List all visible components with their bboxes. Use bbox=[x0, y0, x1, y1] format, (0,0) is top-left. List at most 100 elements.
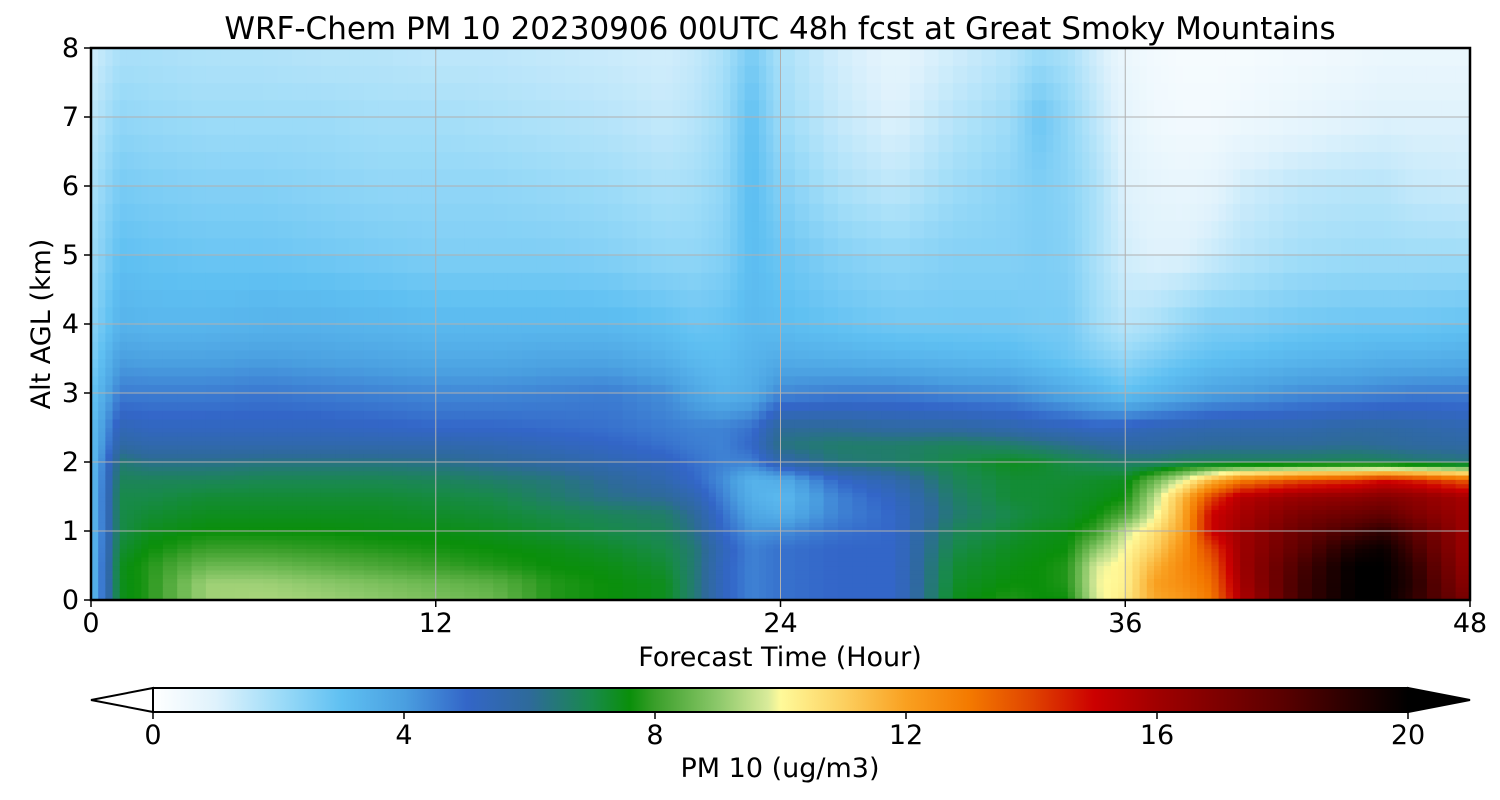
heatmap-cell bbox=[105, 492, 114, 498]
heatmap-cell bbox=[1326, 466, 1342, 472]
heatmap-cell bbox=[191, 591, 207, 597]
heatmap-cell bbox=[1074, 492, 1083, 498]
heatmap-cell bbox=[895, 444, 911, 450]
heatmap-cell bbox=[320, 552, 336, 558]
heatmap-cell bbox=[91, 462, 99, 467]
heatmap-cell bbox=[837, 453, 853, 459]
heatmap-cell bbox=[1053, 591, 1062, 597]
heatmap-cell bbox=[1060, 518, 1069, 523]
heatmap-cell bbox=[126, 505, 135, 511]
heatmap-cell bbox=[995, 535, 1011, 541]
heatmap-cell bbox=[723, 582, 731, 588]
heatmap-cell bbox=[1426, 457, 1442, 463]
heatmap-cell bbox=[177, 449, 193, 454]
heatmap-cell bbox=[1125, 462, 1134, 467]
heatmap-cell bbox=[1398, 513, 1406, 519]
heatmap-cell bbox=[119, 436, 128, 442]
heatmap-cell bbox=[105, 587, 114, 592]
heatmap-cell bbox=[521, 444, 537, 450]
heatmap-cell bbox=[1053, 453, 1062, 459]
heatmap-cell bbox=[780, 500, 796, 506]
heatmap-cell bbox=[909, 582, 925, 588]
heatmap-cell bbox=[909, 513, 925, 519]
heatmap-cell bbox=[134, 587, 142, 592]
heatmap-cell bbox=[1132, 509, 1141, 515]
heatmap-cell bbox=[794, 552, 810, 558]
heatmap-cell bbox=[148, 535, 164, 541]
heatmap-cell bbox=[809, 518, 825, 523]
heatmap-cell bbox=[679, 492, 688, 498]
heatmap-cell bbox=[1161, 444, 1169, 450]
heatmap-cell bbox=[715, 474, 724, 480]
heatmap-cell bbox=[1067, 487, 1076, 493]
heatmap-cell bbox=[1132, 526, 1141, 532]
heatmap-cell bbox=[249, 548, 264, 554]
heatmap-cell bbox=[550, 591, 566, 597]
heatmap-cell bbox=[1211, 582, 1220, 588]
heatmap-cell bbox=[162, 574, 178, 580]
heatmap-cell bbox=[1441, 483, 1457, 489]
heatmap-cell bbox=[679, 457, 688, 463]
heatmap-cell bbox=[105, 513, 114, 519]
heatmap-cell bbox=[1412, 526, 1428, 532]
heatmap-cell bbox=[435, 582, 451, 588]
heatmap-cell bbox=[1254, 543, 1270, 549]
heatmap-cell bbox=[1046, 548, 1055, 554]
heatmap-cell bbox=[1118, 539, 1126, 545]
heatmap-cell bbox=[995, 574, 1011, 580]
heatmap-cell bbox=[148, 509, 164, 515]
heatmap-cell bbox=[1405, 518, 1414, 523]
heatmap-cell bbox=[1232, 556, 1241, 562]
heatmap-cell bbox=[701, 440, 710, 446]
heatmap-cell bbox=[1398, 492, 1406, 498]
heatmap-cell bbox=[938, 587, 954, 592]
heatmap-cell bbox=[493, 509, 509, 515]
heatmap-cell bbox=[98, 479, 106, 485]
heatmap-cell bbox=[478, 591, 494, 597]
heatmap-cell bbox=[701, 466, 710, 472]
heatmap-cell bbox=[91, 574, 99, 580]
heatmap-cell bbox=[306, 427, 322, 433]
heatmap-cell bbox=[730, 427, 738, 433]
heatmap-cell bbox=[881, 474, 897, 480]
heatmap-cell bbox=[119, 500, 128, 506]
heatmap-cell bbox=[737, 449, 746, 454]
heatmap-cell bbox=[1082, 582, 1090, 588]
heatmap-cell bbox=[292, 436, 308, 442]
heatmap-cell bbox=[378, 561, 394, 567]
heatmap-cell bbox=[1146, 531, 1155, 536]
heatmap-cell bbox=[507, 427, 523, 433]
heatmap-cell bbox=[536, 574, 552, 580]
heatmap-cell bbox=[679, 444, 688, 450]
heatmap-cell bbox=[737, 479, 746, 485]
heatmap-cell bbox=[98, 535, 106, 541]
heatmap-cell bbox=[952, 595, 968, 601]
heatmap-cell bbox=[306, 513, 322, 519]
heatmap-cell bbox=[672, 470, 681, 476]
heatmap-cell bbox=[1053, 526, 1062, 532]
heatmap-cell bbox=[622, 462, 638, 467]
heatmap-cell bbox=[249, 526, 264, 532]
heatmap-cell bbox=[306, 582, 322, 588]
heatmap-cell bbox=[1240, 496, 1256, 502]
heatmap-cell bbox=[715, 427, 724, 433]
heatmap-cell bbox=[407, 556, 422, 562]
heatmap-cell bbox=[758, 513, 767, 519]
heatmap-cell bbox=[981, 436, 997, 442]
heatmap-cell bbox=[679, 582, 688, 588]
heatmap-cell bbox=[1383, 522, 1392, 528]
heatmap-cell bbox=[507, 457, 523, 463]
heatmap-cell bbox=[421, 548, 437, 554]
heatmap-cell bbox=[773, 474, 782, 480]
heatmap-cell bbox=[837, 431, 853, 437]
heatmap-cell bbox=[378, 500, 394, 506]
heatmap-cell bbox=[134, 427, 142, 433]
heatmap-cell bbox=[119, 539, 128, 545]
heatmap-cell bbox=[91, 591, 99, 597]
heatmap-cell bbox=[1046, 565, 1055, 571]
heatmap-cell bbox=[636, 522, 652, 528]
heatmap-cell bbox=[1039, 556, 1047, 562]
heatmap-cell bbox=[249, 569, 264, 575]
heatmap-cell bbox=[744, 535, 753, 541]
heatmap-cell bbox=[435, 587, 451, 592]
